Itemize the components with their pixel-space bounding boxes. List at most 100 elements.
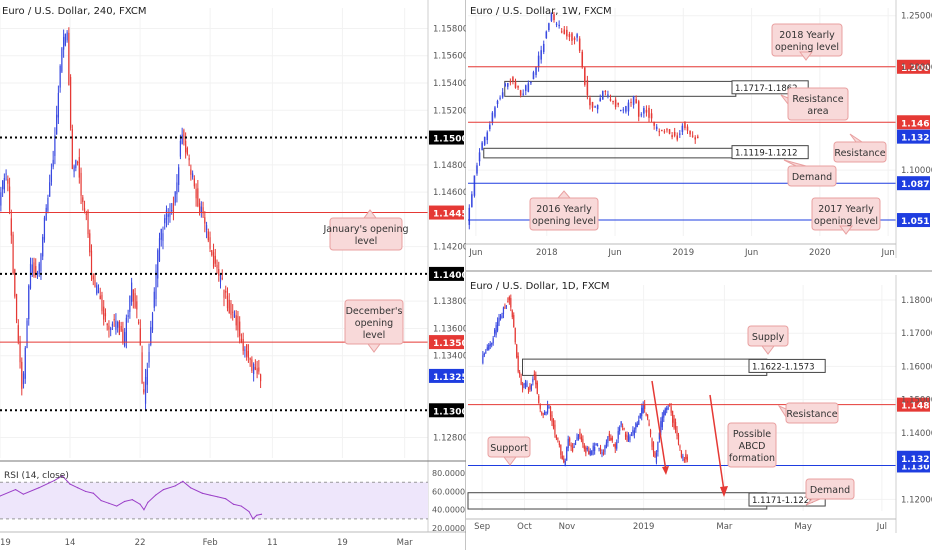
candle-body: [623, 427, 625, 430]
candle-body: [101, 294, 103, 312]
candle-body: [509, 81, 512, 83]
price-label-bg: [429, 403, 464, 418]
candle-body: [633, 430, 635, 435]
candle-body: [581, 51, 584, 68]
rsi-point: [225, 498, 227, 500]
candle-body: [686, 456, 688, 461]
projected-arrow-head: [720, 486, 728, 497]
candle-body: [551, 414, 553, 423]
annotation-demand-pointer: [805, 498, 821, 506]
candle-body: [673, 132, 676, 136]
price-label: 1.13020: [901, 462, 932, 472]
rsi-point: [252, 518, 254, 520]
candle-body: [550, 13, 553, 21]
rsi-tick-label: 40.0000: [432, 506, 465, 515]
rsi-point: [217, 496, 219, 498]
candle-body: [583, 445, 585, 449]
candle-body: [246, 344, 248, 357]
candle-body: [555, 23, 558, 25]
candle-body: [127, 315, 129, 317]
candle-body: [193, 178, 195, 187]
candle-body: [649, 430, 652, 435]
candle-body: [141, 352, 143, 384]
candle-body: [83, 208, 86, 212]
price-label: 1.20040: [901, 64, 932, 74]
daily-chart-panel[interactable]: 1.1485 1.13020 1.18000 1.17000 1.16000 1.1500…: [466, 275, 932, 550]
candle-body: [481, 142, 483, 151]
candle-body: [536, 382, 538, 394]
candle-body: [483, 136, 486, 145]
candle-body: [50, 169, 53, 182]
candle-body: [499, 97, 501, 99]
candle-body: [226, 295, 229, 309]
candle-body: [545, 31, 548, 39]
rsi-point: [182, 480, 184, 482]
candle-body: [585, 447, 587, 454]
h4-chart-panel[interactable]: 1.15000 1.14450 1.14000 1.13500 1.13000 1.158…: [0, 0, 466, 550]
candle-body: [626, 435, 628, 441]
candle-body: [679, 446, 681, 448]
candle-body: [664, 408, 666, 416]
candle-body: [629, 436, 631, 440]
rsi-point: [123, 500, 126, 503]
price-label-bg: [897, 213, 930, 228]
x-tick-label: Mar: [716, 522, 733, 532]
y-tick-label: 1.15200: [433, 106, 466, 116]
weekly-chart-panel[interactable]: 1.20040 1.14650 1.08730 1.05150 1.25000 1.200…: [466, 0, 932, 275]
candle-body: [610, 437, 612, 441]
candle-body: [132, 289, 134, 302]
annotation-2016-yearly-pointer: [556, 190, 572, 199]
candle-body: [185, 140, 187, 153]
y-tick-label: 1.15800: [433, 24, 466, 34]
candle-body: [594, 446, 596, 451]
candle-body: [599, 98, 601, 102]
current-price-tag-bg: [897, 129, 930, 144]
rsi-point: [131, 499, 133, 501]
candle-body: [533, 373, 535, 376]
zone-label-box: [731, 145, 809, 160]
candle-body: [680, 450, 683, 458]
candle-body: [564, 460, 566, 466]
candle-body: [658, 131, 661, 133]
candle-body: [655, 126, 658, 130]
candle-body: [640, 114, 643, 116]
rsi-point: [232, 503, 235, 505]
rsi-point: [201, 492, 203, 494]
candle-body: [137, 322, 140, 324]
price-label: 1.13500: [433, 339, 466, 349]
candle-body: [172, 203, 175, 213]
candle-body: [667, 407, 669, 409]
candle-body: [3, 177, 5, 190]
candle-body: [5, 173, 7, 175]
rsi-point: [139, 503, 141, 505]
zone-box: [483, 147, 737, 159]
candle-body: [549, 406, 552, 417]
rsi-point: [143, 509, 145, 511]
candle-body: [538, 395, 540, 403]
candle-body: [594, 106, 596, 108]
chart-title: Euro / U.S. Dollar, 240, FXCM: [2, 6, 147, 17]
candle-body: [622, 425, 624, 427]
candle-body: [542, 43, 545, 52]
candle-body: [211, 250, 213, 256]
candle-body: [17, 325, 19, 342]
rsi-point: [155, 494, 157, 496]
candle-body: [591, 102, 594, 108]
candle-body: [609, 99, 612, 101]
candle-body: [573, 446, 575, 448]
candle-body: [582, 438, 584, 445]
candle-body: [489, 344, 491, 346]
annotation-2017-yearly: 2017 Yearly: [818, 204, 874, 215]
candle-body: [76, 162, 79, 164]
candle-body: [501, 92, 504, 98]
annotation-demand: Demand: [792, 172, 832, 183]
candle-body: [75, 160, 77, 169]
candle-body: [197, 188, 199, 207]
candle-body: [612, 100, 614, 102]
candle-body: [679, 133, 681, 135]
candle-body: [697, 136, 699, 139]
candle-body: [671, 135, 673, 138]
candle-body: [527, 388, 530, 390]
annotation-support-pointer: [503, 456, 517, 466]
candle-body: [546, 404, 549, 413]
